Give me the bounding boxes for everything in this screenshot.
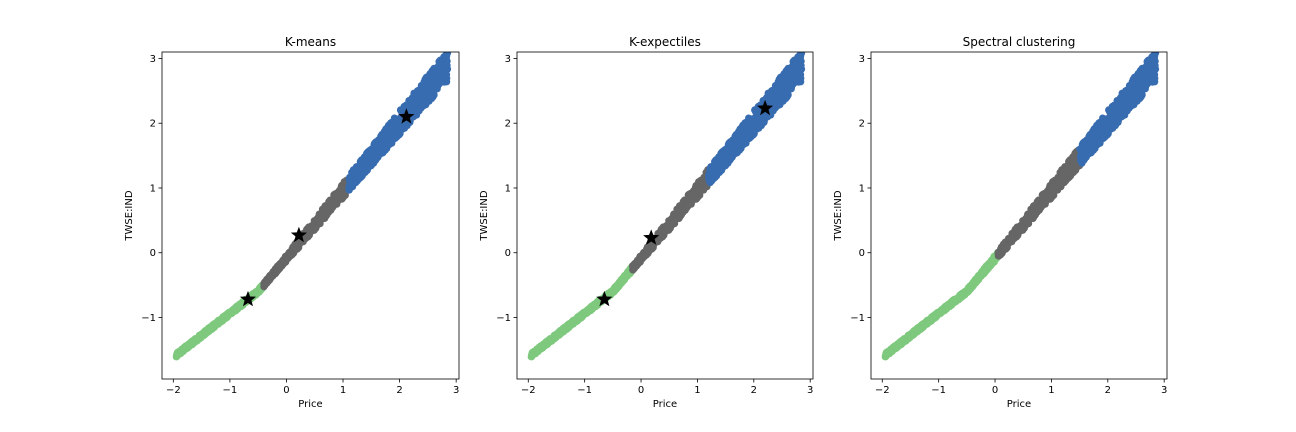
panel-3: −2 −1 0 1 2 3 −1 0 1 2 3 Spectral clustering Price TW… (833, 35, 1168, 410)
scatter-points (527, 52, 806, 361)
scatter-point (1151, 65, 1160, 73)
y-tick-label: 2 (505, 119, 511, 130)
centroid-star (239, 290, 257, 307)
x-tick-label: 0 (283, 385, 289, 396)
x-tick-label: 3 (807, 385, 813, 396)
x-tick-label: 0 (992, 385, 998, 396)
y-tick-label: 2 (150, 119, 156, 130)
x-tick-label: −2 (875, 385, 890, 396)
x-tick-label: 3 (1161, 385, 1167, 396)
centroid-star (398, 108, 415, 124)
centroid-star (643, 229, 660, 245)
y-tick-label: 3 (505, 54, 511, 65)
x-tick-label: 2 (396, 385, 402, 396)
scatter-point (797, 74, 805, 82)
chart-title: K-means (285, 35, 336, 49)
x-axis-label: Price (653, 399, 677, 410)
scatter-point (797, 65, 806, 73)
y-axis-label: TWSE:IND (833, 190, 844, 241)
y-tick-label: 3 (859, 54, 865, 65)
scatter-point (443, 74, 451, 82)
scatter-point (1151, 52, 1160, 57)
panel-1: −2 −1 0 1 2 3 −1 0 1 2 3 K-means Price TWSE:IND (124, 35, 460, 410)
scatter-point (797, 57, 805, 65)
y-tick-label: 0 (505, 248, 511, 259)
y-tick-label: 1 (150, 183, 156, 194)
x-tick-label: 3 (453, 385, 459, 396)
x-tick-label: 1 (340, 385, 346, 396)
y-axis-label: TWSE:IND (124, 190, 135, 241)
y-tick-label: 3 (150, 54, 156, 65)
x-tick-label: −2 (166, 385, 181, 396)
centroid-star (290, 226, 307, 243)
y-tick-label: 2 (859, 119, 865, 130)
scatter-point (1151, 74, 1159, 82)
x-axis-label: Price (1007, 399, 1031, 410)
x-tick-label: −1 (223, 385, 238, 396)
y-tick-label: −1 (141, 313, 156, 324)
x-tick-label: −2 (521, 385, 536, 396)
x-tick-label: 2 (1105, 385, 1111, 396)
chart-title: K-expectiles (629, 35, 701, 49)
scatter-point (443, 57, 451, 65)
scatter-point (443, 52, 452, 57)
centroid-star (596, 290, 613, 307)
chart-title: Spectral clustering (963, 35, 1076, 49)
scatter-point (797, 52, 806, 57)
x-tick-label: 1 (694, 385, 700, 396)
x-tick-label: 2 (751, 385, 757, 396)
panel-2: −2 −1 0 1 2 3 −1 0 1 2 3 K-expectiles Price TWSE:IND (479, 35, 814, 410)
scatter-points (172, 52, 452, 361)
scatter-point (1151, 57, 1159, 65)
y-axis-label: TWSE:IND (479, 190, 490, 241)
y-tick-label: −1 (850, 313, 865, 324)
centroid-star (756, 99, 774, 116)
y-tick-label: 1 (859, 183, 865, 194)
x-axis-label: Price (298, 399, 322, 410)
scatter-point (443, 65, 452, 73)
x-tick-label: −1 (577, 385, 592, 396)
axes-frame (870, 51, 1168, 380)
y-tick-label: −1 (496, 313, 511, 324)
y-tick-label: 0 (859, 248, 865, 259)
scatter-points (881, 52, 1160, 361)
y-tick-label: 0 (150, 248, 156, 259)
y-tick-label: 1 (505, 183, 511, 194)
x-tick-label: 1 (1048, 385, 1054, 396)
x-tick-label: −1 (931, 385, 946, 396)
x-tick-label: 0 (638, 385, 644, 396)
axes-frame (161, 51, 460, 380)
axes-frame (516, 51, 814, 380)
